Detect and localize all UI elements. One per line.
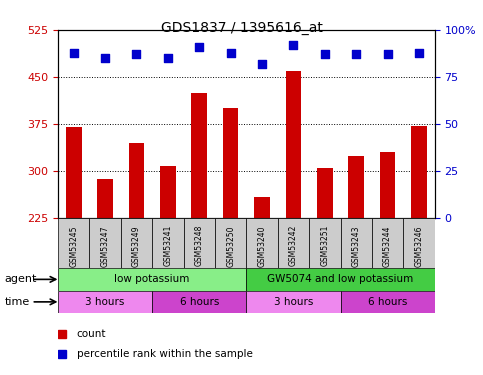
FancyBboxPatch shape xyxy=(121,217,152,268)
Point xyxy=(290,42,298,48)
FancyBboxPatch shape xyxy=(58,268,246,291)
Text: count: count xyxy=(77,329,106,339)
Point xyxy=(133,51,141,57)
Text: GSM53243: GSM53243 xyxy=(352,225,361,267)
Text: GSM53249: GSM53249 xyxy=(132,225,141,267)
Text: percentile rank within the sample: percentile rank within the sample xyxy=(77,349,253,359)
Bar xyxy=(66,127,82,358)
Point xyxy=(195,44,203,50)
FancyBboxPatch shape xyxy=(89,217,121,268)
Text: GSM53245: GSM53245 xyxy=(69,225,78,267)
FancyBboxPatch shape xyxy=(372,217,403,268)
Point xyxy=(101,55,109,61)
Point xyxy=(321,51,328,57)
Text: agent: agent xyxy=(5,274,37,284)
Text: GSM53244: GSM53244 xyxy=(383,225,392,267)
Bar xyxy=(285,70,301,358)
Text: 6 hours: 6 hours xyxy=(368,297,407,307)
Point xyxy=(164,55,172,61)
Bar xyxy=(191,93,207,358)
Bar xyxy=(223,108,239,358)
Point xyxy=(384,51,392,57)
FancyBboxPatch shape xyxy=(403,217,435,268)
Point xyxy=(70,50,78,55)
Text: GSM53247: GSM53247 xyxy=(100,225,110,267)
Bar xyxy=(254,197,270,358)
FancyBboxPatch shape xyxy=(246,217,278,268)
Text: 6 hours: 6 hours xyxy=(180,297,219,307)
Bar xyxy=(348,156,364,358)
FancyBboxPatch shape xyxy=(246,268,435,291)
Text: GSM53242: GSM53242 xyxy=(289,225,298,267)
Text: GSM53248: GSM53248 xyxy=(195,225,204,267)
Bar xyxy=(380,152,396,358)
Bar xyxy=(128,142,144,358)
FancyBboxPatch shape xyxy=(215,217,246,268)
Text: GSM53251: GSM53251 xyxy=(320,225,329,267)
Bar xyxy=(411,126,427,358)
FancyBboxPatch shape xyxy=(341,217,372,268)
FancyBboxPatch shape xyxy=(341,291,435,313)
FancyBboxPatch shape xyxy=(58,291,152,313)
FancyBboxPatch shape xyxy=(246,291,341,313)
FancyBboxPatch shape xyxy=(152,217,184,268)
Text: GW5074 and low potassium: GW5074 and low potassium xyxy=(268,274,413,284)
Text: GSM53241: GSM53241 xyxy=(163,225,172,267)
Bar xyxy=(317,168,333,358)
Text: 3 hours: 3 hours xyxy=(85,297,125,307)
FancyBboxPatch shape xyxy=(184,217,215,268)
Point xyxy=(258,61,266,67)
FancyBboxPatch shape xyxy=(278,217,309,268)
FancyBboxPatch shape xyxy=(309,217,341,268)
Text: low potassium: low potassium xyxy=(114,274,190,284)
Bar xyxy=(97,179,113,358)
Text: 3 hours: 3 hours xyxy=(274,297,313,307)
Text: time: time xyxy=(5,297,30,307)
Point xyxy=(415,50,423,55)
Text: GDS1837 / 1395616_at: GDS1837 / 1395616_at xyxy=(160,21,323,34)
Text: GSM53250: GSM53250 xyxy=(226,225,235,267)
Point xyxy=(353,51,360,57)
Point xyxy=(227,50,235,55)
Text: GSM53246: GSM53246 xyxy=(414,225,424,267)
FancyBboxPatch shape xyxy=(58,217,89,268)
Text: GSM53240: GSM53240 xyxy=(257,225,267,267)
Bar xyxy=(160,166,176,358)
FancyBboxPatch shape xyxy=(152,291,246,313)
